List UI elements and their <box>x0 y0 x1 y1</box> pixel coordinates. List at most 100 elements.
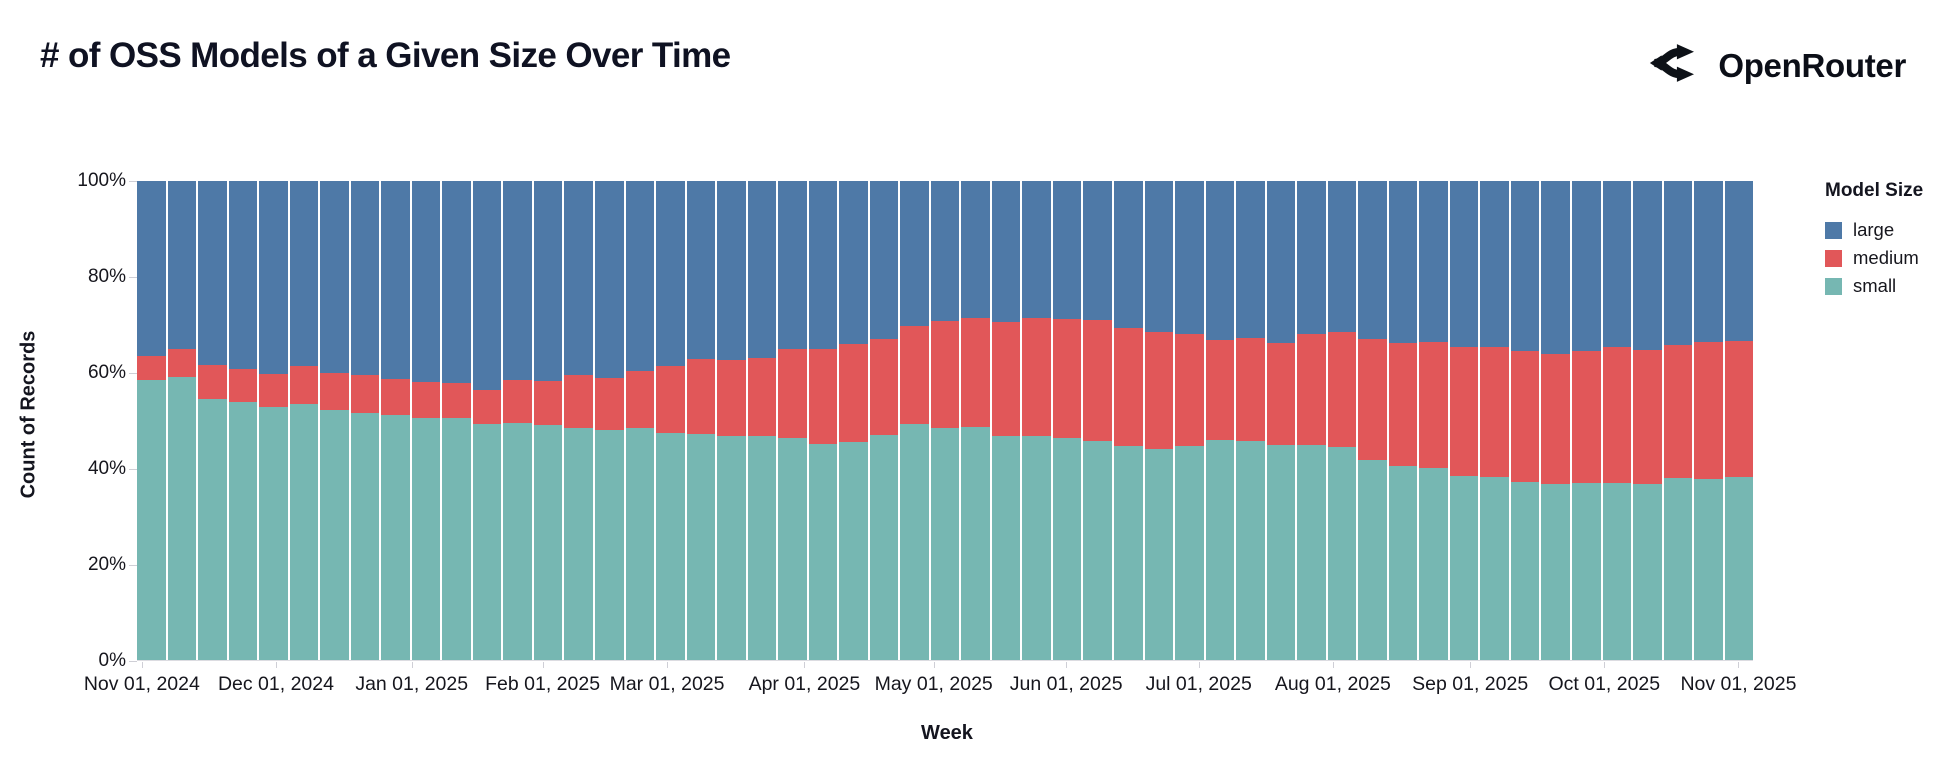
segment-small-week-39[interactable] <box>1297 445 1326 660</box>
segment-small-week-4[interactable] <box>228 401 258 660</box>
segment-large-week-37[interactable] <box>1236 181 1265 339</box>
segment-medium-week-27[interactable] <box>930 321 960 428</box>
segment-small-week-1[interactable] <box>137 379 166 660</box>
legend-item-medium[interactable]: medium <box>1825 244 1923 272</box>
segment-medium-week-45[interactable] <box>1480 347 1509 478</box>
segment-medium-week-36[interactable] <box>1205 339 1235 440</box>
segment-small-week-40[interactable] <box>1327 446 1357 660</box>
segment-small-week-34[interactable] <box>1144 448 1174 660</box>
segment-small-week-31[interactable] <box>1052 437 1082 660</box>
bar-week-45[interactable] <box>1480 181 1509 660</box>
segment-large-week-43[interactable] <box>1419 181 1448 343</box>
segment-small-week-7[interactable] <box>320 410 349 660</box>
segment-medium-week-10[interactable] <box>411 382 441 419</box>
bar-week-19[interactable] <box>686 181 716 660</box>
segment-medium-week-42[interactable] <box>1388 343 1418 466</box>
segment-small-week-15[interactable] <box>564 427 593 660</box>
segment-small-week-6[interactable] <box>289 404 319 660</box>
bar-week-27[interactable] <box>930 181 960 660</box>
bar-week-17[interactable] <box>625 181 655 660</box>
segment-large-week-2[interactable] <box>167 181 197 349</box>
segment-medium-week-40[interactable] <box>1327 332 1357 447</box>
segment-large-week-15[interactable] <box>564 181 593 375</box>
bar-week-50[interactable] <box>1633 181 1662 660</box>
bar-week-12[interactable] <box>472 181 502 660</box>
segment-medium-week-15[interactable] <box>564 374 593 428</box>
bar-week-9[interactable] <box>381 181 410 660</box>
segment-small-week-41[interactable] <box>1358 460 1387 660</box>
bar-week-40[interactable] <box>1327 181 1357 660</box>
bar-week-4[interactable] <box>228 181 258 660</box>
bar-week-32[interactable] <box>1083 181 1112 660</box>
segment-small-week-22[interactable] <box>778 437 807 660</box>
segment-large-week-39[interactable] <box>1297 181 1326 335</box>
openrouter-logo[interactable]: OpenRouter <box>1649 40 1906 91</box>
segment-large-week-31[interactable] <box>1052 181 1082 319</box>
segment-small-week-18[interactable] <box>656 432 685 660</box>
bar-week-5[interactable] <box>259 181 288 660</box>
bar-week-33[interactable] <box>1114 181 1143 660</box>
segment-large-week-42[interactable] <box>1388 181 1418 344</box>
segment-small-week-27[interactable] <box>930 427 960 660</box>
segment-small-week-43[interactable] <box>1419 468 1448 660</box>
segment-large-week-53[interactable] <box>1724 181 1754 341</box>
segment-medium-week-4[interactable] <box>228 368 258 402</box>
segment-medium-week-18[interactable] <box>656 366 685 433</box>
legend-item-small[interactable]: small <box>1825 272 1923 300</box>
segment-large-week-28[interactable] <box>961 181 990 319</box>
segment-large-week-32[interactable] <box>1083 181 1112 320</box>
bar-week-10[interactable] <box>411 181 441 660</box>
segment-medium-week-20[interactable] <box>717 359 746 437</box>
bar-week-31[interactable] <box>1052 181 1082 660</box>
segment-medium-week-33[interactable] <box>1114 327 1143 447</box>
segment-small-week-11[interactable] <box>442 418 471 660</box>
bar-week-22[interactable] <box>778 181 807 660</box>
segment-small-week-20[interactable] <box>717 436 746 660</box>
bar-week-51[interactable] <box>1663 181 1693 660</box>
segment-large-week-5[interactable] <box>259 181 288 375</box>
segment-medium-week-25[interactable] <box>869 339 899 436</box>
bar-week-3[interactable] <box>198 181 227 660</box>
segment-large-week-51[interactable] <box>1663 181 1693 346</box>
segment-small-week-33[interactable] <box>1114 446 1143 660</box>
segment-large-week-20[interactable] <box>717 181 746 360</box>
segment-small-week-50[interactable] <box>1633 483 1662 660</box>
bar-week-42[interactable] <box>1388 181 1418 660</box>
segment-small-week-2[interactable] <box>167 377 197 660</box>
segment-large-week-49[interactable] <box>1602 181 1632 348</box>
segment-large-week-19[interactable] <box>686 181 716 359</box>
segment-large-week-33[interactable] <box>1114 181 1143 328</box>
bar-week-7[interactable] <box>320 181 349 660</box>
bar-week-52[interactable] <box>1694 181 1723 660</box>
segment-medium-week-24[interactable] <box>839 343 868 443</box>
segment-small-week-36[interactable] <box>1205 439 1235 660</box>
segment-medium-week-46[interactable] <box>1510 351 1540 482</box>
segment-small-week-45[interactable] <box>1480 477 1509 660</box>
segment-large-week-3[interactable] <box>198 181 227 365</box>
bar-week-28[interactable] <box>961 181 990 660</box>
bar-week-14[interactable] <box>533 181 563 660</box>
segment-medium-week-26[interactable] <box>900 325 929 424</box>
segment-medium-week-37[interactable] <box>1236 338 1265 441</box>
segment-medium-week-50[interactable] <box>1633 350 1662 484</box>
segment-large-week-27[interactable] <box>930 181 960 322</box>
segment-medium-week-51[interactable] <box>1663 345 1693 479</box>
segment-small-week-19[interactable] <box>686 433 716 660</box>
segment-small-week-5[interactable] <box>259 407 288 660</box>
segment-medium-week-13[interactable] <box>503 379 532 424</box>
segment-medium-week-9[interactable] <box>381 378 410 415</box>
bar-week-39[interactable] <box>1297 181 1326 660</box>
segment-small-week-12[interactable] <box>472 424 502 660</box>
bar-week-1[interactable] <box>137 181 166 660</box>
segment-small-week-3[interactable] <box>198 398 227 660</box>
segment-medium-week-21[interactable] <box>747 357 777 437</box>
segment-small-week-21[interactable] <box>747 436 777 660</box>
segment-medium-week-22[interactable] <box>778 348 807 438</box>
segment-small-week-29[interactable] <box>991 436 1021 660</box>
segment-medium-week-32[interactable] <box>1083 319 1112 441</box>
segment-small-week-53[interactable] <box>1724 477 1754 660</box>
segment-medium-week-31[interactable] <box>1052 318 1082 438</box>
bar-week-20[interactable] <box>717 181 746 660</box>
segment-large-week-21[interactable] <box>747 181 777 358</box>
segment-medium-week-29[interactable] <box>991 321 1021 437</box>
